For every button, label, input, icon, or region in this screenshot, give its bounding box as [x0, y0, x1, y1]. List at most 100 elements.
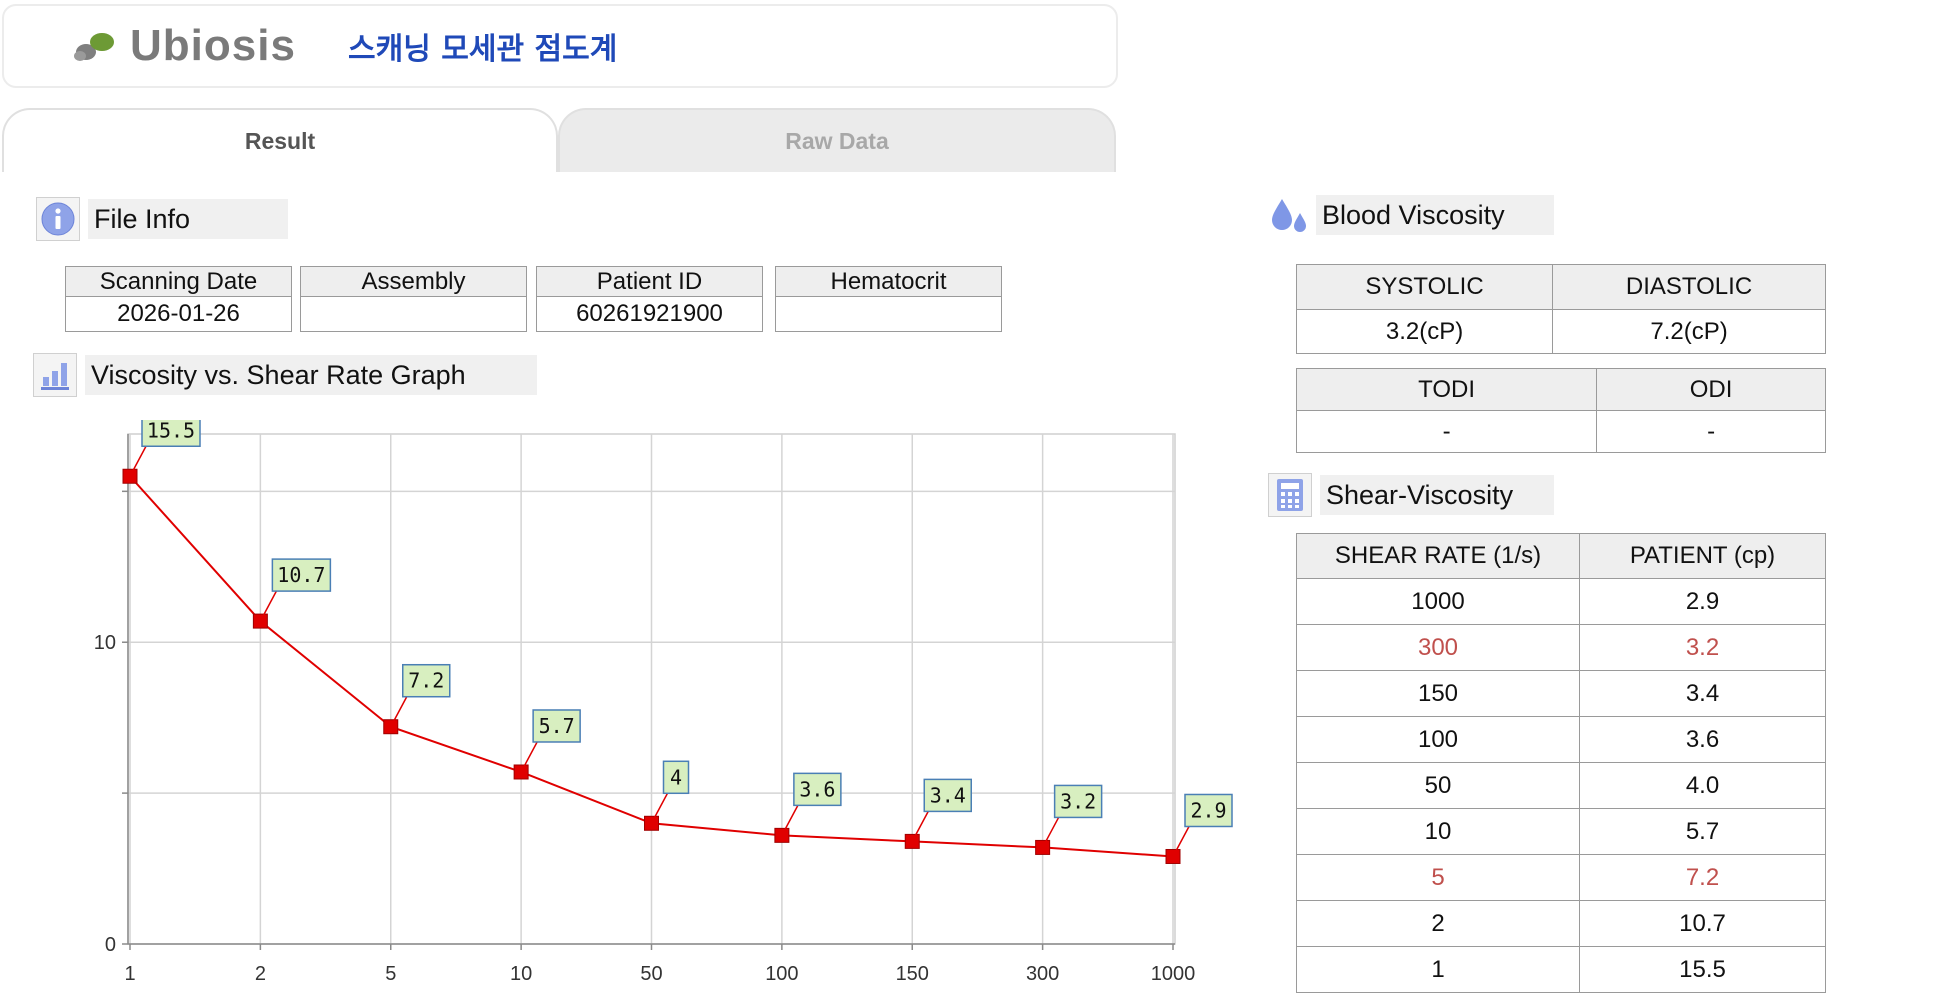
shear-rate-header: SHEAR RATE (1/s) — [1296, 533, 1580, 579]
patient-cell: 4.0 — [1579, 762, 1826, 809]
graph-title: Viscosity vs. Shear Rate Graph — [85, 355, 537, 395]
data-label-leader — [390, 696, 408, 728]
shear-viscosity-table: SHEAR RATE (1/s) PATIENT (cp) 1000 2.9 300… — [1296, 533, 1826, 993]
systolic-header: SYSTOLIC — [1295, 264, 1554, 310]
data-label: 3.2 — [1060, 789, 1096, 813]
x-tick-label: 150 — [896, 963, 929, 985]
odi-value: - — [1596, 410, 1826, 453]
data-label-box — [532, 709, 581, 743]
systolic-value: 3.2(cP) — [1295, 309, 1554, 354]
shear-viscosity-header: Shear-Viscosity — [1268, 473, 1554, 517]
data-label: 10.7 — [277, 563, 325, 587]
data-label: 3.4 — [930, 783, 966, 807]
data-label-leader — [259, 590, 278, 622]
patient-header: PATIENT (cp) — [1579, 533, 1826, 579]
table-row: 10 5.7 — [1296, 808, 1826, 855]
app-title: 스캐닝 모세관 점도계 — [348, 32, 618, 67]
x-tick-label: 1000 — [1151, 963, 1196, 985]
data-label: 5.7 — [539, 714, 575, 738]
x-tick-label: 1 — [124, 963, 135, 985]
x-tick-label: 10 — [510, 963, 532, 985]
todi-odi-table: TODI ODI - - — [1295, 368, 1826, 453]
logo-mark-icon — [74, 33, 114, 61]
logo-text: Ubiosis — [130, 21, 296, 70]
file-info-header: File Info — [36, 197, 288, 241]
patient-id-header: Patient ID — [536, 266, 763, 297]
data-label-box — [1053, 784, 1103, 819]
data-label-box — [271, 558, 332, 592]
data-label: 7.2 — [408, 669, 444, 693]
blood-drop-icon — [1268, 193, 1312, 237]
bar-chart-icon — [33, 353, 77, 397]
scanning-date-value: 2026-01-26 — [65, 297, 292, 332]
tab-raw-data[interactable]: Raw Data — [558, 108, 1116, 172]
data-label-leader — [781, 805, 799, 836]
todi-value: - — [1295, 410, 1598, 453]
table-row: 1000 2.9 — [1296, 578, 1826, 625]
data-label-leader — [129, 445, 147, 477]
patient-cell: 7.2 — [1579, 854, 1826, 901]
todi-header: TODI — [1295, 368, 1598, 411]
hematocrit-header: Hematocrit — [775, 266, 1002, 297]
table-row: 50 4.0 — [1296, 762, 1826, 809]
patient-cell: 2.9 — [1579, 578, 1826, 625]
x-tick-label: 300 — [1026, 963, 1059, 985]
table-row: 2 10.7 — [1296, 900, 1826, 947]
blood-viscosity-header: Blood Viscosity — [1268, 193, 1554, 237]
shear-rate-cell: 50 — [1296, 762, 1580, 809]
data-label-leader — [1041, 817, 1060, 848]
data-label: 3.6 — [799, 777, 835, 801]
data-label-box — [793, 772, 842, 807]
table-row: 100 3.6 — [1296, 716, 1826, 763]
shear-rate-cell: 2 — [1296, 900, 1580, 947]
data-label-leader — [911, 811, 929, 842]
patient-cell: 15.5 — [1579, 946, 1826, 993]
patient-cell: 3.2 — [1579, 624, 1826, 671]
shear-rate-cell: 100 — [1296, 716, 1580, 763]
table-row: 5 7.2 — [1296, 854, 1826, 901]
x-tick-label: 50 — [640, 963, 662, 985]
assembly-header: Assembly — [300, 266, 527, 297]
chart-svg: 0 10 1 2 5 10 50 100 150 300 1000 15.5 10.7 7.2 5.7 4 3.… — [94, 413, 1233, 985]
patient-cell: 3.4 — [1579, 670, 1826, 717]
file-info-title: File Info — [88, 199, 288, 239]
patient-id-value: 60261921900 — [536, 297, 763, 332]
shear-rate-cell: 1000 — [1296, 578, 1580, 625]
patient-cell: 5.7 — [1579, 808, 1826, 855]
table-row: 300 3.2 — [1296, 624, 1826, 671]
table-row: 1 15.5 — [1296, 946, 1826, 993]
data-label: 4 — [670, 765, 682, 789]
data-point — [904, 833, 920, 849]
patient-cell: 3.6 — [1579, 716, 1826, 763]
ubiosis-logo: Ubiosis — [70, 21, 296, 70]
app-header — [2, 4, 1118, 88]
file-info-scanning-date: Scanning Date 2026-01-26 — [65, 266, 292, 332]
file-info-hematocrit: Hematocrit — [775, 266, 1002, 332]
hematocrit-value — [775, 297, 1002, 332]
assembly-value — [300, 297, 527, 332]
shear-viscosity-title: Shear-Viscosity — [1320, 475, 1554, 515]
data-point — [1165, 848, 1181, 864]
x-tick-label: 5 — [385, 963, 396, 985]
x-tick-label: 2 — [255, 963, 266, 985]
data-label: 2.9 — [1190, 798, 1226, 822]
data-point — [122, 468, 138, 484]
systolic-diastolic-table: SYSTOLIC DIASTOLIC 3.2(cP) 7.2(cP) — [1295, 264, 1826, 354]
blood-viscosity-title: Blood Viscosity — [1316, 195, 1554, 235]
table-row: 150 3.4 — [1296, 670, 1826, 717]
shear-rate-cell: 5 — [1296, 854, 1580, 901]
data-label-box — [662, 760, 690, 795]
shear-rate-cell: 10 — [1296, 808, 1580, 855]
shear-rate-cell: 1 — [1296, 946, 1580, 993]
data-label-box — [923, 778, 972, 813]
x-tick-label: 100 — [765, 963, 798, 985]
data-label-box — [141, 413, 201, 447]
y-tick-label: 0 — [105, 934, 116, 956]
diastolic-value: 7.2(cP) — [1552, 309, 1826, 354]
y-tick-label: 10 — [94, 632, 116, 654]
viscosity-shear-chart: 0 10 1 2 5 10 50 100 150 300 1000 15.5 10.7 7.2 5.7 4 3.… — [60, 413, 1240, 995]
diastolic-header: DIASTOLIC — [1552, 264, 1826, 310]
data-label: 15.5 — [147, 420, 195, 442]
data-label-box — [402, 663, 451, 698]
tab-result[interactable]: Result — [2, 108, 558, 172]
